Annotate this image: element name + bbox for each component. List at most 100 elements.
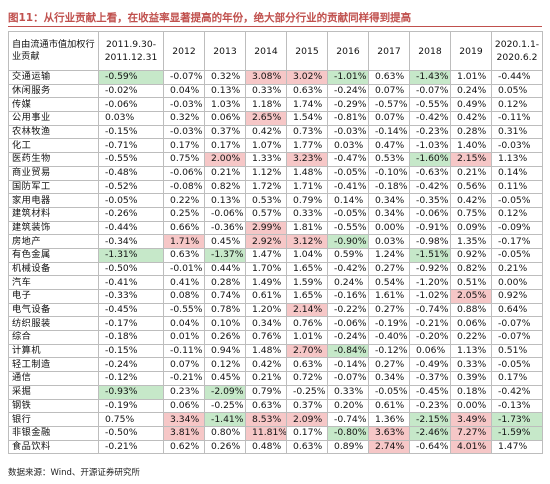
value-cell: -0.19%	[368, 316, 410, 332]
value-cell: 0.72%	[286, 371, 328, 386]
value-cell: 0.59%	[327, 247, 369, 263]
value-cell: 0.63%	[163, 247, 205, 263]
value-cell: 0.07%	[368, 111, 410, 126]
value-cell: -1.03%	[409, 138, 451, 154]
value-cell: 1.48%	[245, 343, 287, 359]
value-cell: 3.12%	[286, 234, 328, 249]
value-cell: 0.26%	[204, 439, 246, 455]
table-row: 传媒 -0.06% -0.03% 1.03% 1.18% 1.74% -0.29% -0.57…	[8, 97, 543, 113]
value-cell: 0.42%	[450, 111, 492, 126]
value-cell: 1.74%	[286, 97, 328, 113]
value-cell: 0.32%	[163, 111, 205, 126]
value-cell: -0.74%	[409, 302, 451, 318]
value-cell: 0.63%	[286, 83, 328, 99]
table-row: 有色金属 -1.31% 0.63% -1.37% 1.47% 1.04% 0.59% 1.24…	[8, 247, 543, 263]
value-cell: 2.74%	[368, 439, 410, 455]
value-cell: -0.24%	[327, 330, 369, 345]
value-cell: -0.18%	[368, 179, 410, 195]
industry-name: 通信	[8, 371, 99, 386]
value-cell: -0.20%	[409, 330, 451, 345]
value-cell: -0.03%	[491, 138, 543, 154]
value-cell: -0.16%	[327, 289, 369, 304]
value-cell: 0.57%	[245, 206, 287, 222]
value-cell: -0.42%	[491, 384, 543, 400]
industry-name: 医药生物	[8, 152, 99, 167]
value-cell: -0.81%	[327, 111, 369, 126]
value-cell: 0.37%	[286, 398, 328, 414]
value-cell: -0.07%	[409, 83, 451, 99]
value-cell: -0.98%	[409, 234, 451, 249]
value-cell: 0.76%	[245, 330, 287, 345]
value-cell: 2.92%	[245, 234, 287, 249]
value-cell: 0.53%	[245, 193, 287, 208]
table-row: 商业贸易 -0.48% -0.06% 0.21% 1.12% 1.48% -0.05% -0.…	[8, 165, 543, 181]
value-cell: 1.61%	[368, 289, 410, 304]
value-cell: -0.05%	[491, 247, 543, 263]
value-cell: -0.45%	[409, 384, 451, 400]
value-cell: 0.04%	[163, 83, 205, 99]
value-cell: -1.60%	[409, 152, 451, 167]
value-cell: -0.71%	[98, 138, 164, 154]
value-cell: -0.03%	[327, 124, 369, 140]
industry-name: 纺织服装	[8, 316, 99, 332]
value-cell: 0.66%	[163, 220, 205, 236]
value-cell: -0.26%	[98, 206, 164, 222]
value-cell: -0.52%	[98, 179, 164, 195]
value-cell: -1.37%	[204, 247, 246, 263]
industry-name: 钢铁	[8, 398, 99, 414]
value-cell: 0.28%	[204, 275, 246, 290]
value-cell: -0.23%	[409, 398, 451, 414]
value-cell: 8.53%	[245, 412, 287, 427]
table-row: 非银金融 -0.50% 3.81% 0.80% 11.81% 0.17% -0.80% 3.6…	[8, 425, 543, 441]
value-cell: 1.65%	[286, 289, 328, 304]
table-row: 银行 0.75% 3.34% -1.41% 8.53% 2.09% -0.74% 1.36% -…	[8, 412, 543, 427]
value-cell: -0.41%	[327, 179, 369, 195]
value-cell: 0.26%	[204, 330, 246, 345]
value-cell: 0.14%	[327, 193, 369, 208]
value-cell: 0.82%	[204, 179, 246, 195]
value-cell: -0.11%	[491, 111, 543, 126]
value-cell: -1.31%	[98, 247, 164, 263]
value-cell: 0.39%	[450, 371, 492, 386]
top-strip	[0, 0, 550, 8]
value-cell: 0.04%	[163, 316, 205, 332]
value-cell: -0.06%	[327, 316, 369, 332]
value-cell: 2.70%	[286, 343, 328, 359]
value-cell: -0.13%	[491, 398, 543, 414]
value-cell: -2.46%	[409, 425, 451, 441]
value-cell: -2.15%	[409, 412, 451, 427]
value-cell: 0.34%	[368, 193, 410, 208]
value-cell: 0.17%	[491, 371, 543, 386]
value-cell: 0.21%	[204, 165, 246, 181]
value-cell: 0.20%	[327, 398, 369, 414]
value-cell: 0.45%	[204, 371, 246, 386]
corner-header: 自由流通市值加权行业贡献	[8, 31, 99, 71]
value-cell: 1.24%	[368, 247, 410, 263]
table-row: 休闲服务 -0.02% 0.04% 0.13% 0.33% 0.63% -0.24% 0.07…	[8, 83, 543, 99]
value-cell: -0.35%	[409, 193, 451, 208]
value-cell: 3.34%	[163, 412, 205, 427]
value-cell: -0.21%	[409, 316, 451, 332]
value-cell: 0.78%	[204, 302, 246, 318]
value-cell: 3.08%	[245, 70, 287, 85]
value-cell: -0.74%	[327, 412, 369, 427]
value-cell: 3.23%	[286, 152, 328, 167]
value-cell: 0.13%	[204, 83, 246, 99]
value-cell: 0.75%	[163, 152, 205, 167]
value-cell: -0.25%	[286, 384, 328, 400]
table-row: 农林牧渔 -0.15% -0.03% 0.37% 0.42% 0.73% -0.03% -0.…	[8, 124, 543, 140]
value-cell: 0.03%	[327, 138, 369, 154]
value-cell: 0.17%	[204, 138, 246, 154]
value-cell: 1.81%	[286, 220, 328, 236]
column-header: 2013	[204, 31, 246, 71]
value-cell: 0.56%	[450, 179, 492, 195]
value-cell: 0.22%	[163, 193, 205, 208]
value-cell: 0.63%	[286, 357, 328, 373]
value-cell: 1.36%	[368, 412, 410, 427]
column-header: 2020.1.1- 2020.6.2	[491, 31, 543, 71]
value-cell: -0.11%	[163, 343, 205, 359]
industry-name: 非银金融	[8, 425, 99, 441]
table-row: 钢铁 -0.19% 0.06% -0.25% 0.63% 0.37% 0.20% 0.61% -…	[8, 398, 543, 414]
value-cell: -0.05%	[368, 384, 410, 400]
value-cell: 0.00%	[491, 275, 543, 290]
